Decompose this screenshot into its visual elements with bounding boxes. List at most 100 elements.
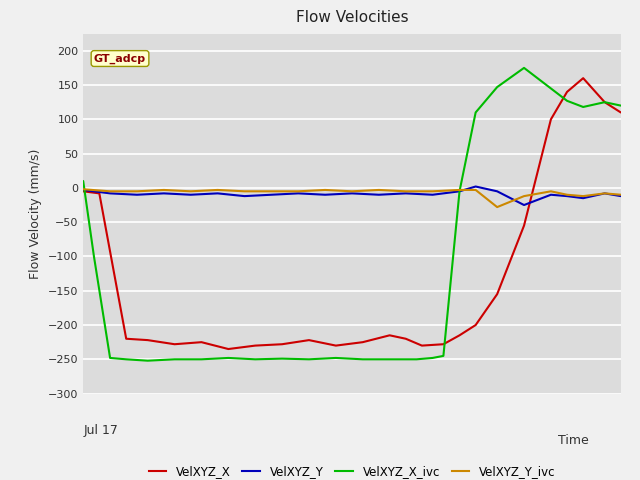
VelXYZ_X_ivc: [252, 357, 259, 362]
VelXYZ_X: [332, 343, 340, 348]
Text: Time: Time: [558, 434, 589, 447]
VelXYZ_Y: [160, 191, 168, 196]
VelXYZ_X: [520, 223, 528, 228]
VelXYZ_X_ivc: [520, 65, 528, 71]
VelXYZ_X: [305, 337, 313, 343]
VelXYZ_Y: [563, 193, 571, 199]
VelXYZ_Y_ivc: [617, 192, 625, 198]
Line: VelXYZ_Y_ivc: VelXYZ_Y_ivc: [83, 189, 621, 207]
VelXYZ_Y: [429, 192, 436, 198]
VelXYZ_Y_ivc: [601, 191, 609, 196]
VelXYZ_Y_ivc: [106, 189, 114, 194]
VelXYZ_X: [617, 109, 625, 115]
VelXYZ_Y: [456, 189, 463, 194]
VelXYZ_X_ivc: [278, 356, 286, 361]
VelXYZ_X_ivc: [79, 178, 87, 184]
Y-axis label: Flow Velocity (mm/s): Flow Velocity (mm/s): [29, 148, 42, 279]
VelXYZ_X: [171, 341, 179, 347]
VelXYZ_X_ivc: [547, 85, 555, 91]
VelXYZ_Y_ivc: [563, 192, 571, 198]
VelXYZ_Y: [268, 192, 275, 198]
VelXYZ_Y: [133, 192, 141, 198]
Legend: VelXYZ_X, VelXYZ_Y, VelXYZ_X_ivc, VelXYZ_Y_ivc: VelXYZ_X, VelXYZ_Y, VelXYZ_X_ivc, VelXYZ…: [144, 461, 560, 480]
VelXYZ_Y: [187, 192, 195, 198]
VelXYZ_Y_ivc: [348, 189, 356, 194]
VelXYZ_Y: [520, 202, 528, 208]
VelXYZ_X: [225, 346, 232, 352]
VelXYZ_X: [456, 333, 463, 338]
VelXYZ_Y_ivc: [241, 189, 248, 194]
VelXYZ_Y: [493, 189, 501, 194]
VelXYZ_X: [95, 191, 103, 196]
VelXYZ_X_ivc: [493, 84, 501, 90]
VelXYZ_Y: [106, 191, 114, 196]
Text: GT_adcp: GT_adcp: [94, 53, 146, 64]
VelXYZ_X_ivc: [144, 358, 152, 363]
VelXYZ_Y_ivc: [472, 187, 479, 193]
VelXYZ_Y: [472, 184, 479, 190]
VelXYZ_X_ivc: [563, 98, 571, 104]
VelXYZ_Y_ivc: [133, 189, 141, 194]
VelXYZ_X_ivc: [171, 357, 179, 362]
VelXYZ_Y: [579, 195, 587, 201]
VelXYZ_Y: [375, 192, 383, 198]
VelXYZ_X_ivc: [305, 357, 313, 362]
VelXYZ_X_ivc: [225, 355, 232, 361]
VelXYZ_Y_ivc: [493, 204, 501, 210]
VelXYZ_X: [563, 89, 571, 95]
VelXYZ_X: [493, 291, 501, 297]
VelXYZ_Y_ivc: [579, 193, 587, 199]
VelXYZ_X: [79, 189, 87, 194]
VelXYZ_X_ivc: [601, 99, 609, 105]
VelXYZ_X_ivc: [429, 355, 436, 361]
VelXYZ_Y_ivc: [79, 186, 87, 192]
VelXYZ_X_ivc: [579, 104, 587, 110]
Title: Flow Velocities: Flow Velocities: [296, 11, 408, 25]
Line: VelXYZ_X_ivc: VelXYZ_X_ivc: [83, 68, 621, 360]
VelXYZ_X: [547, 117, 555, 122]
VelXYZ_X: [359, 339, 367, 345]
VelXYZ_Y: [547, 192, 555, 198]
VelXYZ_X: [144, 337, 152, 343]
VelXYZ_X_ivc: [332, 355, 340, 361]
VelXYZ_Y_ivc: [402, 189, 410, 194]
VelXYZ_X_ivc: [106, 355, 114, 361]
VelXYZ_Y_ivc: [321, 187, 329, 193]
VelXYZ_Y: [601, 191, 609, 196]
VelXYZ_Y_ivc: [429, 189, 436, 194]
VelXYZ_Y_ivc: [547, 189, 555, 194]
VelXYZ_X_ivc: [359, 357, 367, 362]
VelXYZ_X_ivc: [413, 357, 420, 362]
VelXYZ_X_ivc: [617, 103, 625, 108]
VelXYZ_X: [386, 333, 394, 338]
VelXYZ_X: [252, 343, 259, 348]
VelXYZ_X: [402, 336, 410, 342]
VelXYZ_X: [579, 75, 587, 81]
VelXYZ_Y: [294, 191, 302, 196]
VelXYZ_Y_ivc: [160, 187, 168, 193]
Line: VelXYZ_X: VelXYZ_X: [83, 78, 621, 349]
VelXYZ_Y: [348, 191, 356, 196]
VelXYZ_Y: [214, 191, 221, 196]
VelXYZ_Y: [402, 191, 410, 196]
VelXYZ_X: [601, 99, 609, 105]
VelXYZ_Y_ivc: [456, 187, 463, 193]
VelXYZ_X_ivc: [122, 357, 130, 362]
VelXYZ_X_ivc: [90, 253, 98, 259]
Text: Jul 17: Jul 17: [83, 424, 118, 437]
VelXYZ_Y: [241, 193, 248, 199]
VelXYZ_X: [418, 343, 426, 348]
VelXYZ_Y_ivc: [268, 189, 275, 194]
VelXYZ_X_ivc: [440, 353, 447, 359]
VelXYZ_Y: [79, 187, 87, 193]
VelXYZ_Y_ivc: [520, 193, 528, 199]
VelXYZ_Y_ivc: [294, 189, 302, 194]
Line: VelXYZ_Y: VelXYZ_Y: [83, 187, 621, 205]
VelXYZ_X_ivc: [472, 109, 479, 115]
VelXYZ_Y: [617, 193, 625, 199]
VelXYZ_X: [472, 322, 479, 328]
VelXYZ_Y: [321, 192, 329, 198]
VelXYZ_X_ivc: [198, 357, 205, 362]
VelXYZ_X: [440, 341, 447, 347]
VelXYZ_X: [278, 341, 286, 347]
